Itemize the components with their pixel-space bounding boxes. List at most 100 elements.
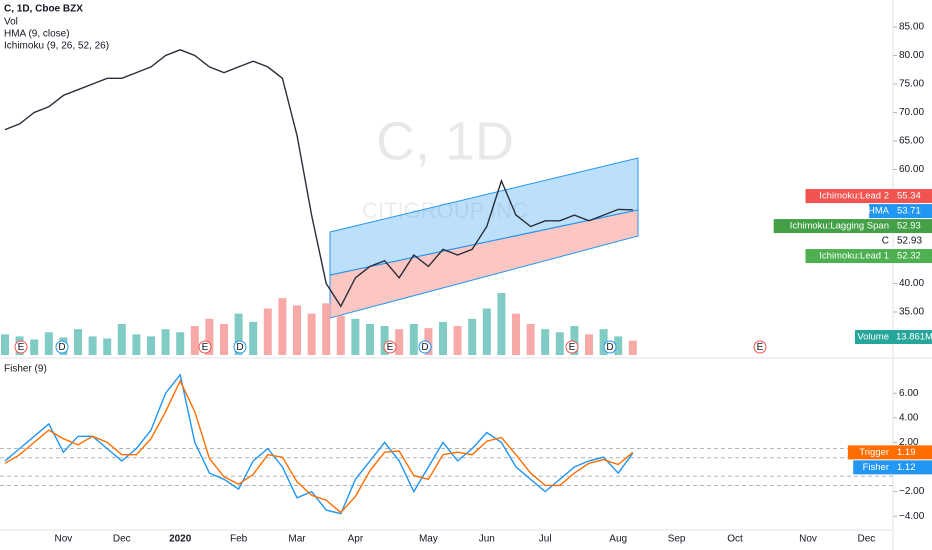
volume-bar: [409, 324, 418, 355]
volume-bar: [541, 329, 550, 355]
volume-bar: [30, 339, 39, 355]
x-tick-label: Dec: [858, 534, 876, 545]
y-tick-label: 80.00: [899, 50, 924, 61]
volume-bar: [190, 326, 199, 355]
volume-bar: [74, 329, 82, 355]
event-label: E: [569, 342, 576, 353]
volume-bar: [380, 326, 389, 355]
volume-bar: [278, 298, 287, 355]
watermark-subtitle: CITIGROUP INC: [362, 198, 528, 223]
event-marker: [418, 340, 432, 354]
volume-bar: [176, 332, 185, 355]
indicator-label: HMA (9, close): [4, 29, 70, 40]
price-tag-name: C: [882, 236, 889, 247]
price-tag-name: Ichimoku:Lead 2: [819, 191, 889, 202]
y-tick-label: −2.00: [899, 486, 925, 497]
volume-bar: [585, 334, 593, 355]
x-tick-label: Mar: [288, 534, 306, 545]
event-label: E: [18, 342, 25, 353]
volume-bar: [307, 313, 316, 355]
volume-bar: [205, 318, 214, 355]
y-tick-label: 65.00: [899, 136, 924, 147]
y-tick-label: 4.00: [899, 412, 919, 423]
x-tick-label: Apr: [348, 534, 364, 545]
fisher-tag-name: Trigger: [859, 447, 889, 458]
price-tag-value: 52.93: [897, 221, 921, 232]
fisher-tag-value-bg: [893, 445, 932, 460]
volume-bar: [117, 324, 126, 355]
volume-bar: [366, 324, 374, 355]
volume-bar: [526, 324, 535, 355]
fisher-tag-name-bg: [847, 445, 893, 460]
event-marker: [198, 340, 212, 354]
price-tag-value-bg: [893, 204, 932, 219]
y-tick-label: 75.00: [899, 79, 924, 90]
price-tag-name-bg: [805, 249, 893, 264]
y-tick-label: 85.00: [899, 22, 924, 33]
volume-tag-name: Volume: [857, 332, 889, 343]
x-tick-label: 2020: [169, 534, 192, 545]
event-label: D: [58, 342, 65, 353]
price-tag-name: Ichimoku:Lagging Span: [790, 221, 889, 232]
event-label: E: [387, 342, 394, 353]
volume-bar: [103, 338, 112, 355]
volume-tag-value: 13.861M: [896, 332, 932, 343]
volume-bar: [44, 332, 53, 355]
event-label: E: [202, 342, 209, 353]
x-tick-label: Oct: [727, 534, 743, 545]
x-tick-label: Nov: [799, 534, 817, 545]
x-tick-label: Jul: [539, 534, 552, 545]
volume-bar: [482, 308, 491, 355]
volume-tag-bg: [855, 330, 932, 344]
event-marker: [383, 340, 397, 354]
x-tick-label: Nov: [55, 534, 73, 545]
y-tick-label: −4.00: [899, 511, 925, 522]
line-series: [4, 373, 634, 515]
indicator-label: Vol: [4, 17, 18, 28]
volume-bar: [293, 305, 301, 355]
indicator-label: Ichimoku (9, 26, 52, 26): [4, 41, 109, 52]
volume-bar: [497, 293, 506, 355]
volume-bar: [263, 308, 272, 355]
volume-bar: [1, 334, 9, 355]
x-tick-label: Aug: [609, 534, 627, 545]
price-tag-value: 52.93: [897, 236, 922, 247]
volume-bar: [453, 326, 462, 355]
x-tick-label: Feb: [230, 534, 248, 545]
x-tick-label: Dec: [113, 534, 131, 545]
volume-bar: [322, 303, 331, 355]
event-label: D: [236, 342, 243, 353]
event-marker: [233, 340, 247, 354]
event-marker: [603, 340, 617, 354]
fisher-tag-value: 1.19: [897, 447, 916, 458]
y-tick-label: 2.00: [899, 437, 919, 448]
event-marker: [565, 340, 579, 354]
price-tag-value: 53.71: [897, 206, 921, 217]
volume-bar: [234, 313, 243, 355]
volume-bar: [614, 336, 623, 355]
volume-bar: [628, 340, 637, 355]
watermark: C, 1D: [376, 111, 514, 171]
line-series: [4, 379, 634, 514]
event-marker: [753, 340, 767, 354]
volume-bar: [147, 336, 155, 355]
line-series: [4, 49, 633, 308]
volume-bar: [555, 332, 564, 355]
y-tick-label: 35.00: [899, 307, 924, 318]
price-tag-value-bg: [893, 249, 932, 264]
y-tick-label: 40.00: [899, 278, 924, 289]
volume-bar: [336, 315, 345, 355]
price-tag-value: 55.34: [897, 191, 921, 202]
volume-bar: [88, 336, 97, 355]
volume-bar: [249, 321, 258, 355]
price-tag-name-bg: [869, 204, 893, 219]
event-label: D: [421, 342, 428, 353]
volume-bar: [468, 318, 477, 355]
volume-bar: [439, 321, 447, 355]
price-tag-value: 52.32: [897, 251, 921, 262]
price-tag-name: HMA: [868, 206, 890, 217]
y-tick-label: 6.00: [899, 388, 919, 399]
event-marker: [14, 340, 28, 354]
